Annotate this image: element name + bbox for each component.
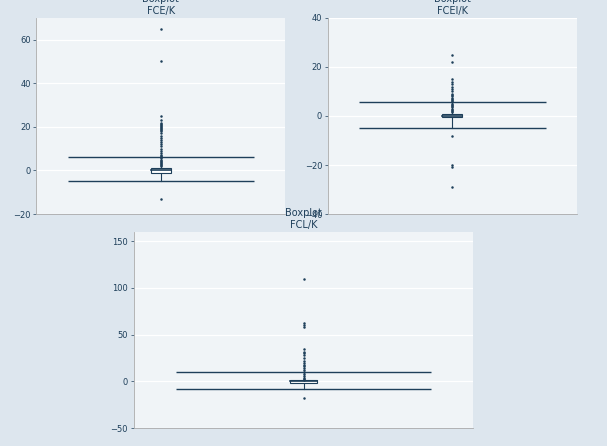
Title: Boxplot
FCE/K: Boxplot FCE/K <box>143 0 179 16</box>
Title: Boxplot
FCEI/K: Boxplot FCEI/K <box>434 0 470 16</box>
Bar <box>443 114 462 117</box>
Bar <box>151 168 171 173</box>
Title: Boxplot
FCL/K: Boxplot FCL/K <box>285 208 322 230</box>
Bar <box>290 380 317 383</box>
